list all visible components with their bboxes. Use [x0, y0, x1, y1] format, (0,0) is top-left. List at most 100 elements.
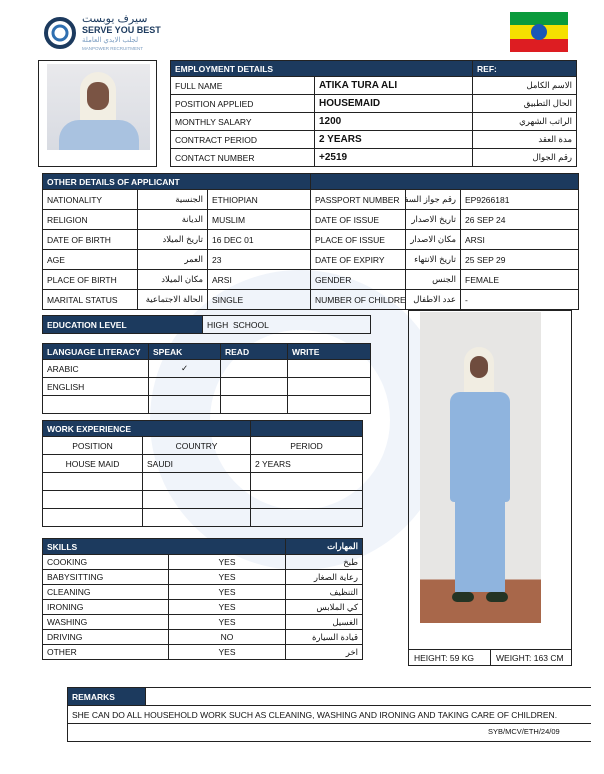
- language: ARABIC: [42, 359, 149, 378]
- label: GENDER: [310, 269, 406, 290]
- label-ar: مكان الاصدار: [405, 229, 461, 250]
- skill-ar: رعاية الصغار: [285, 569, 364, 585]
- height-value: HEIGHT: 59 KG: [414, 653, 474, 663]
- period: [250, 490, 364, 509]
- table-row: [42, 472, 364, 491]
- logo-name: SERVE YOU BEST: [82, 25, 161, 35]
- language: ENGLISH: [42, 377, 149, 396]
- work-experience-table: WORK EXPERIENCE POSITION COUNTRY PERIOD HO…: [41, 420, 364, 527]
- country: [141, 508, 252, 527]
- skill-ar: التنظيف: [285, 584, 364, 600]
- label-ar: الجنسية: [137, 189, 208, 210]
- portrait-photo: [47, 64, 150, 150]
- table-row: OTHER YES اخر: [42, 644, 364, 660]
- skill-value: YES: [167, 554, 287, 570]
- education-table: EDUCATION LEVEL HIGH SCHOOL: [42, 315, 371, 334]
- logo-arabic: سيرف يوبست: [82, 13, 148, 25]
- ethiopia-flag: [510, 12, 568, 52]
- value: ETHIOPIAN: [207, 189, 311, 210]
- country: [141, 490, 252, 509]
- label-ar: العمر: [137, 249, 208, 270]
- label-ar: رقم جواز السفر: [405, 189, 461, 210]
- skills-title: SKILLS: [41, 538, 287, 555]
- period: [250, 508, 364, 527]
- value: EP9266181: [460, 189, 579, 210]
- details-title: OTHER DETAILS OF APPLICANT: [42, 173, 311, 190]
- contract-value: 2 YEARS: [313, 130, 474, 149]
- col-header: READ: [220, 343, 288, 360]
- skills-title-ar: المهارات: [285, 538, 364, 555]
- label: FULL NAME: [170, 76, 315, 95]
- write: [287, 377, 371, 396]
- work-title: WORK EXPERIENCE: [41, 420, 252, 437]
- education-label: EDUCATION LEVEL: [42, 315, 203, 334]
- skill-ar: طبخ: [285, 554, 364, 570]
- label-ar: تاريخ الاصدار: [405, 209, 461, 230]
- full-body-photo-frame: HEIGHT: 59 KG WEIGHT: 163 CM: [408, 310, 572, 666]
- label: PLACE OF BIRTH: [42, 269, 138, 290]
- table-row: RELIGION الديانة MUSLIM DATE OF ISSUE تاريخ …: [42, 209, 579, 230]
- table-row: HOUSE MAID SAUDI 2 YEARS: [42, 454, 364, 473]
- table-row: [42, 490, 364, 509]
- logo-icon: [44, 17, 76, 49]
- table-row: ENGLISH: [42, 377, 371, 396]
- skill: COOKING: [42, 554, 169, 570]
- label-ar: تاريخ الانتهاء: [405, 249, 461, 270]
- col-header: SPEAK: [148, 343, 221, 360]
- label-ar: الاسم الكامل: [472, 76, 578, 95]
- employment-title: EMPLOYMENT DETAILS: [169, 60, 474, 77]
- table-row: ARABIC ✓: [42, 359, 371, 378]
- label-ar: الديانة: [137, 209, 208, 230]
- position: HOUSE MAID: [42, 454, 143, 473]
- full-name-value: ATIKA TURA ALI: [313, 76, 474, 95]
- value: FEMALE: [460, 269, 579, 290]
- language-table: LANGUAGE LITERACY SPEAK READ WRITE ARABIC ✓ E…: [42, 343, 371, 414]
- label: PLACE OF ISSUE: [310, 229, 406, 250]
- label: MARITAL STATUS: [42, 289, 138, 310]
- value: 26 SEP 24: [460, 209, 579, 230]
- skill-ar: قيادة السيارة: [285, 629, 364, 645]
- value: -: [460, 289, 579, 310]
- education-value: HIGH SCHOOL: [202, 315, 371, 334]
- skill-value: YES: [167, 614, 287, 630]
- speak: [148, 395, 221, 414]
- value: 23: [207, 249, 311, 270]
- table-row: [42, 508, 364, 527]
- read: [220, 359, 288, 378]
- label: POSITION APPLIED: [170, 94, 315, 113]
- label: CONTRACT PERIOD: [170, 130, 315, 149]
- col-header: PERIOD: [250, 436, 364, 455]
- label: DATE OF BIRTH: [42, 229, 138, 250]
- label-ar: مكان الميلاد: [137, 269, 208, 290]
- value: ARSI: [207, 269, 311, 290]
- label-ar: عدد الاطفال: [405, 289, 461, 310]
- write: [287, 395, 371, 414]
- table-row: CLEANING YES التنظيف: [42, 584, 364, 600]
- col-header: COUNTRY: [141, 436, 252, 455]
- skill: IRONING: [42, 599, 169, 615]
- logo-sub: MANPOWER RECRUITMENT: [82, 46, 143, 51]
- label-ar: الحال التطبيق: [472, 94, 578, 113]
- weight-value: WEIGHT: 163 CM: [496, 653, 564, 663]
- skill-value: YES: [167, 644, 287, 660]
- value: ARSI: [460, 229, 579, 250]
- ref-label: REF:: [472, 60, 578, 77]
- table-row: DATE OF BIRTH تاريخ الميلاد 16 DEC 01 PLACE…: [42, 229, 579, 250]
- skill-value: NO: [167, 629, 287, 645]
- skill: WASHING: [42, 614, 169, 630]
- read: [220, 395, 288, 414]
- country: [141, 472, 252, 491]
- label: DATE OF EXPIRY: [310, 249, 406, 270]
- label-ar: الجنس: [405, 269, 461, 290]
- read: [220, 377, 288, 396]
- label-ar: الحالة الاجتماعية: [137, 289, 208, 310]
- country: SAUDI: [141, 454, 252, 473]
- position: [42, 508, 143, 527]
- skill-ar: كي الملابس: [285, 599, 364, 615]
- table-row: NATIONALITY الجنسية ETHIOPIAN PASSPORT NUMB…: [42, 189, 579, 210]
- value: MUSLIM: [207, 209, 311, 230]
- label: AGE: [42, 249, 138, 270]
- remarks-table: REMARKS SHE CAN DO ALL HOUSEHOLD WORK SU…: [67, 687, 591, 742]
- position: [42, 490, 143, 509]
- period: 2 YEARS: [250, 454, 364, 473]
